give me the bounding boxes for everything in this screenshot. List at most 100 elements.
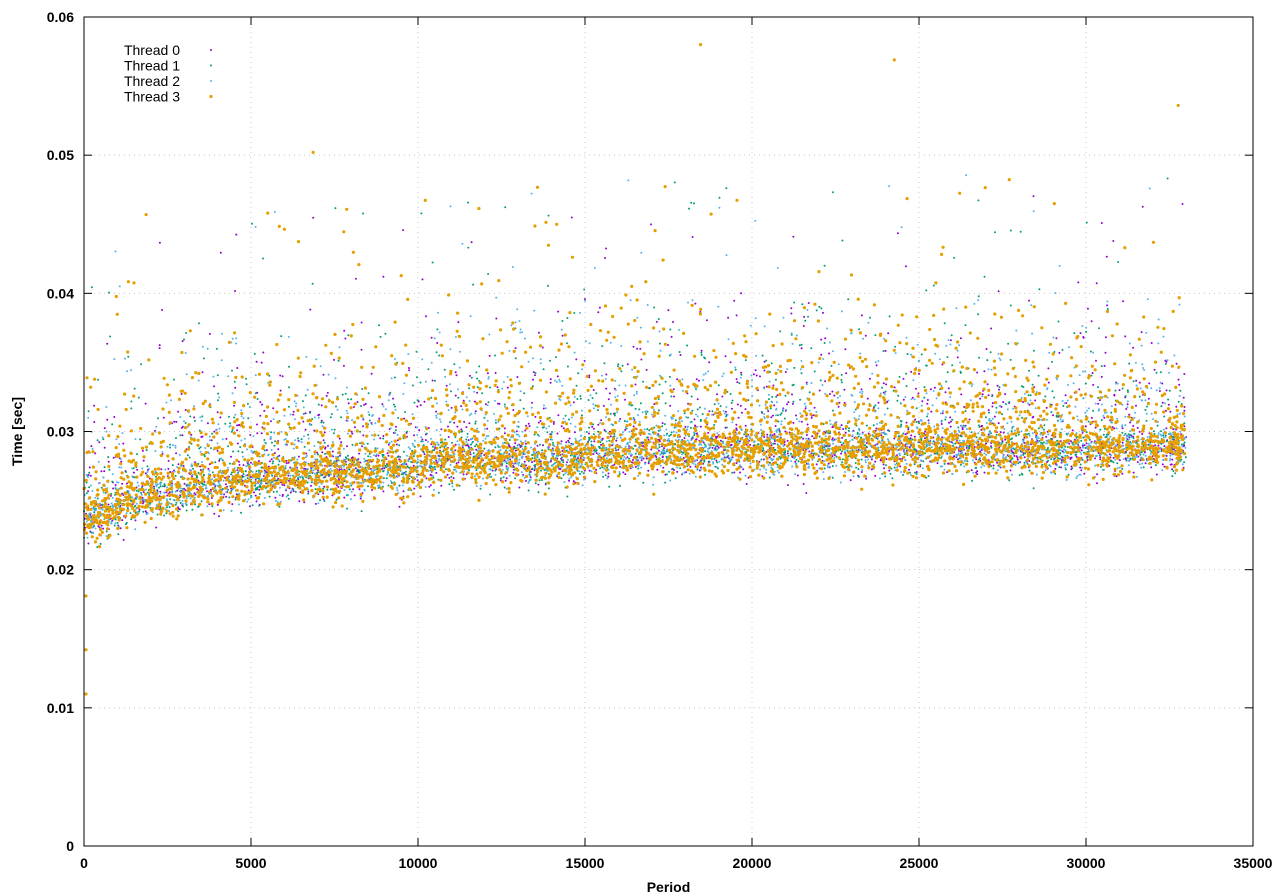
data-point (376, 468, 379, 471)
data-point (343, 329, 346, 332)
data-point (133, 505, 136, 508)
data-point (1184, 456, 1187, 459)
data-point (699, 459, 702, 462)
data-point (461, 408, 464, 411)
data-point (985, 348, 988, 350)
data-point (1078, 388, 1081, 391)
data-point (205, 484, 208, 487)
data-point (597, 430, 600, 433)
data-point (1028, 432, 1030, 435)
data-point (370, 372, 373, 375)
data-point (1100, 419, 1103, 421)
data-point (726, 413, 729, 416)
data-point (363, 460, 366, 463)
data-point (914, 453, 917, 456)
data-point (1157, 432, 1160, 435)
data-point (964, 410, 967, 412)
data-point (739, 440, 741, 443)
data-point (306, 481, 309, 484)
data-point (234, 290, 237, 292)
data-point (338, 468, 341, 471)
data-point (1099, 458, 1102, 461)
data-point (1124, 457, 1127, 460)
data-point (525, 480, 527, 482)
data-point (201, 435, 204, 438)
data-point (513, 445, 516, 448)
data-point (211, 505, 214, 508)
data-point (408, 369, 411, 372)
data-point (578, 439, 581, 442)
data-point (1016, 456, 1019, 459)
data-point (1022, 386, 1025, 389)
data-point (323, 441, 326, 444)
data-point (783, 417, 786, 420)
data-point (889, 472, 892, 475)
data-point (632, 459, 634, 461)
data-point (438, 354, 441, 357)
data-point (1044, 395, 1047, 398)
data-point (144, 472, 147, 475)
data-point (1160, 405, 1163, 408)
data-point (560, 425, 563, 428)
data-point (486, 372, 489, 375)
data-point (561, 459, 563, 462)
data-point (1008, 460, 1011, 463)
data-point (111, 423, 114, 426)
data-point (583, 298, 586, 301)
data-point (410, 461, 413, 463)
data-point (618, 484, 621, 487)
data-point (1147, 397, 1150, 400)
data-point (396, 439, 399, 442)
data-point (653, 426, 656, 429)
data-point (790, 312, 793, 315)
data-point (735, 428, 738, 431)
data-point (242, 473, 245, 476)
data-point (493, 412, 495, 415)
data-point (976, 473, 979, 476)
data-point (455, 374, 458, 377)
data-point (774, 425, 777, 427)
data-point (660, 452, 663, 455)
data-point (1169, 410, 1172, 413)
data-point (183, 482, 186, 485)
data-point (768, 476, 771, 479)
data-point (597, 311, 600, 314)
data-point (882, 391, 885, 394)
data-point (146, 465, 149, 468)
data-point (1129, 457, 1132, 460)
data-point (800, 343, 803, 346)
data-point (908, 468, 910, 471)
data-point (1140, 331, 1143, 334)
data-point (540, 469, 542, 472)
data-point (103, 427, 106, 430)
data-point (503, 403, 506, 406)
data-point (142, 510, 145, 513)
data-point (768, 456, 771, 459)
data-point (130, 407, 133, 410)
data-point (351, 443, 354, 446)
data-point (712, 444, 715, 447)
data-point (1013, 454, 1016, 457)
data-point (1154, 464, 1157, 467)
data-point (1043, 441, 1045, 444)
data-point (450, 475, 453, 478)
data-point (1125, 459, 1128, 462)
data-point (438, 454, 441, 457)
data-point (808, 391, 811, 394)
data-point (413, 487, 416, 490)
data-point (175, 452, 178, 455)
data-point (990, 368, 993, 371)
data-point (645, 457, 648, 460)
data-point (1012, 452, 1015, 455)
data-point (1087, 450, 1090, 453)
data-point (141, 496, 144, 499)
data-point (884, 475, 887, 478)
data-point (725, 254, 728, 257)
data-point (1036, 439, 1039, 442)
data-point (552, 441, 554, 444)
data-point (502, 476, 505, 479)
data-point (968, 447, 971, 450)
data-point (347, 334, 350, 337)
data-point (639, 326, 642, 329)
